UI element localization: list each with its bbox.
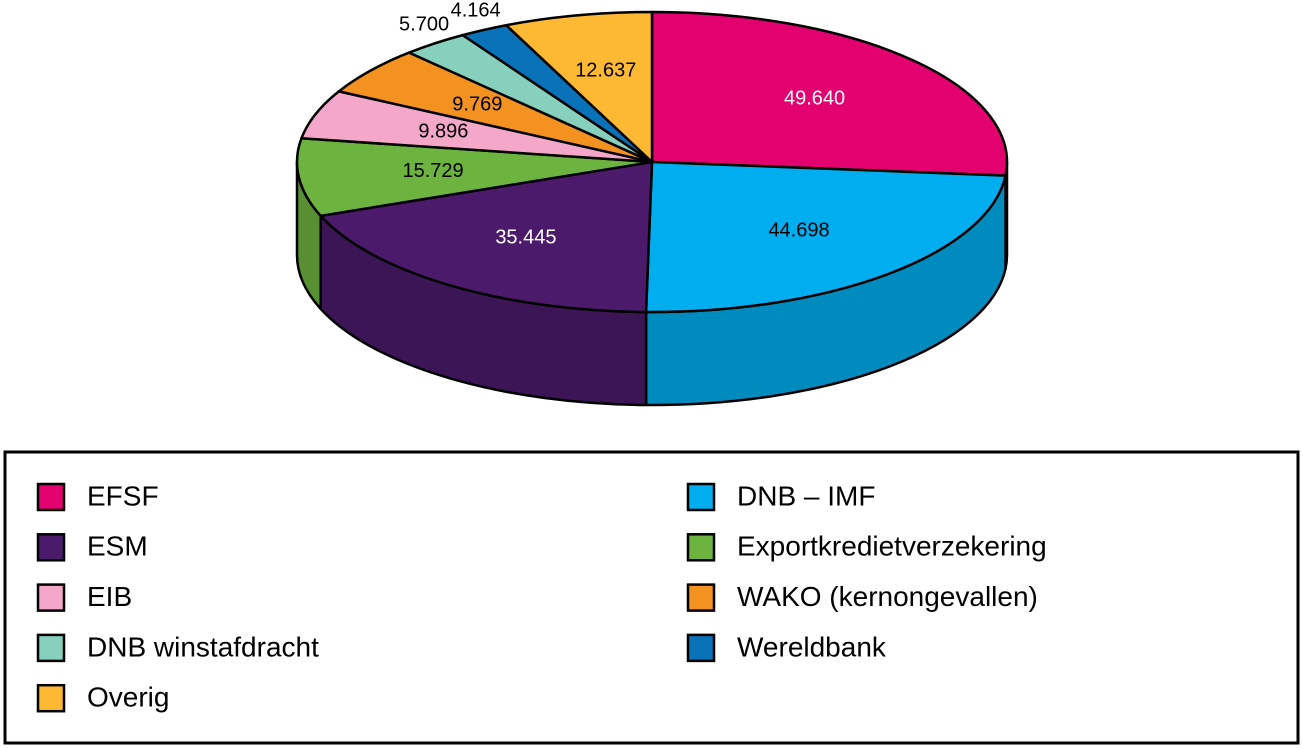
legend-label: Exportkredietverzekering [737,531,1047,562]
legend-swatch [686,482,716,512]
value-label: 44.698 [768,219,829,241]
legend-swatch [686,583,716,612]
legend-label: Overig [87,682,169,713]
value-label: 5.700 [399,14,449,36]
legend-label: DNB – IMF [737,480,875,511]
legend-swatch [36,482,66,512]
value-label: 12.637 [575,59,636,81]
legend-swatch [36,533,66,562]
value-label: 9.896 [418,121,468,143]
slice [319,160,654,314]
legend-label: EIB [87,581,132,612]
value-label: 35.445 [495,227,556,249]
slice [295,136,654,218]
legend-label: Wereldbank [737,631,887,662]
slice [644,160,1007,314]
legend-label: ESM [87,531,148,562]
legend-box [3,450,1300,745]
legend-swatch [686,633,716,663]
value-label: 15.729 [403,160,464,182]
legend-swatch [686,533,716,562]
legend-label: WAKO (kernongevallen) [737,581,1038,612]
pie-tops [295,10,1009,314]
value-label: 4.164 [451,0,501,22]
legend-label: EFSF [87,480,159,511]
legend-swatch [36,583,66,612]
legend-label: DNB winstafdracht [87,631,319,662]
slice [650,10,1009,177]
slice [505,10,654,164]
pie-labels: 49.640 44.698 35.445 15.729 9.896 9.769 5.7004… [399,0,845,249]
value-label: 9.769 [452,94,502,116]
legend: EFSF DNB – IMF ESM Exportkredietverzekering… [36,480,1047,713]
value-label: 49.640 [784,88,845,110]
legend-swatch [36,683,66,713]
legend-swatch [36,633,66,663]
